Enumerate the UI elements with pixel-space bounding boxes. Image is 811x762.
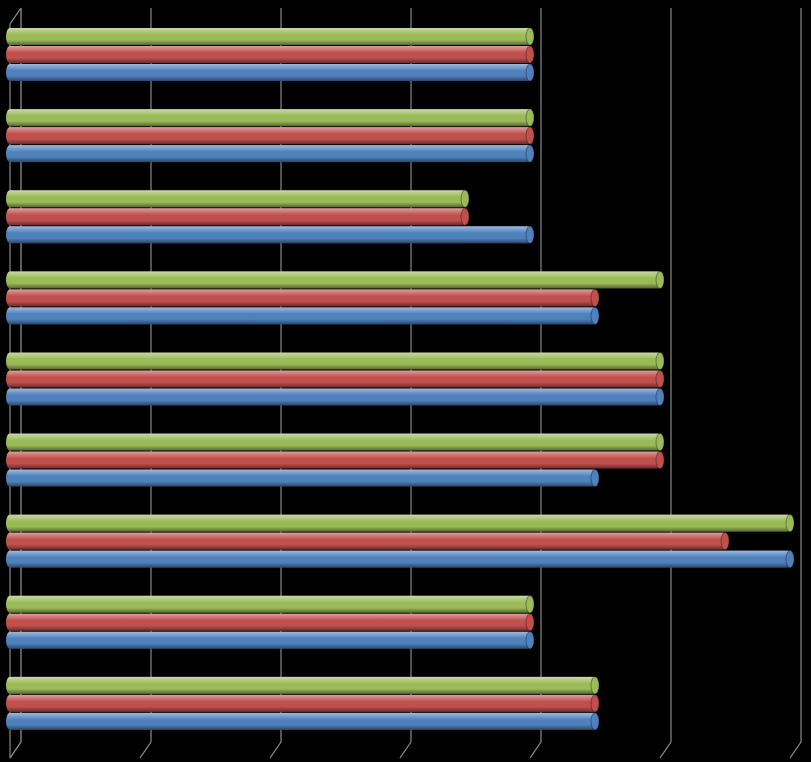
- bar-cap: [460, 189, 470, 208]
- bar-shade: [6, 226, 534, 244]
- bar-shade: [6, 271, 664, 289]
- bar-shade: [6, 190, 469, 208]
- bar-cap: [720, 532, 730, 551]
- bar-shade: [6, 469, 599, 487]
- bar-shade: [6, 64, 534, 81]
- grid-line: [789, 8, 802, 759]
- bar-cap: [525, 126, 535, 145]
- bar-cap: [655, 433, 665, 452]
- bar-shade: [6, 208, 469, 226]
- bar-cap: [525, 108, 535, 127]
- bar-shade: [6, 676, 599, 694]
- bar-cap: [655, 369, 665, 388]
- bar-shade: [6, 127, 534, 145]
- bar-shade: [6, 307, 599, 325]
- bar-shade: [6, 28, 534, 45]
- bar-cap: [590, 712, 600, 731]
- bar-shade: [6, 631, 534, 649]
- bar-cap: [590, 306, 600, 325]
- bar-shade: [6, 352, 664, 370]
- bar-shade: [6, 433, 664, 451]
- bar-cap: [525, 631, 535, 650]
- bar-shade: [6, 145, 534, 163]
- bar-shade: [6, 451, 664, 469]
- bar-shade: [6, 289, 599, 307]
- grid-line: [529, 8, 542, 759]
- bar-cap: [525, 45, 535, 64]
- bar-cap: [785, 514, 795, 533]
- bar-shade: [6, 514, 794, 532]
- bar-shade: [6, 370, 664, 388]
- bar-cap: [655, 387, 665, 406]
- bar-cap: [525, 225, 535, 244]
- bar-cap: [655, 270, 665, 289]
- bar-cap: [525, 63, 535, 82]
- bar-shade: [6, 46, 534, 63]
- bar-shade: [6, 712, 599, 730]
- grid-line: [659, 8, 672, 759]
- bar-shade: [6, 595, 534, 613]
- bar-shade: [6, 550, 794, 568]
- bar-cap: [590, 288, 600, 307]
- bar-cap: [590, 676, 600, 695]
- bar-shade: [6, 613, 534, 631]
- grid-line: [139, 8, 152, 759]
- bar-cap: [525, 595, 535, 614]
- bar-shade: [6, 388, 664, 406]
- bar-cap: [525, 27, 535, 46]
- bar-cap: [785, 550, 795, 569]
- grid-line: [269, 8, 282, 759]
- bar-cap: [655, 351, 665, 370]
- bar-shade: [6, 109, 534, 127]
- bar-cap: [460, 207, 470, 226]
- bar-cap: [590, 469, 600, 488]
- grid-line: [9, 8, 22, 759]
- bar-cap: [525, 613, 535, 632]
- grid-line: [399, 8, 412, 759]
- bar-cap: [655, 451, 665, 470]
- bar-shade: [6, 694, 599, 712]
- bar-shade: [6, 532, 729, 550]
- bar-cap: [525, 144, 535, 163]
- bar-cap: [590, 694, 600, 713]
- axis-wall: [9, 7, 22, 25]
